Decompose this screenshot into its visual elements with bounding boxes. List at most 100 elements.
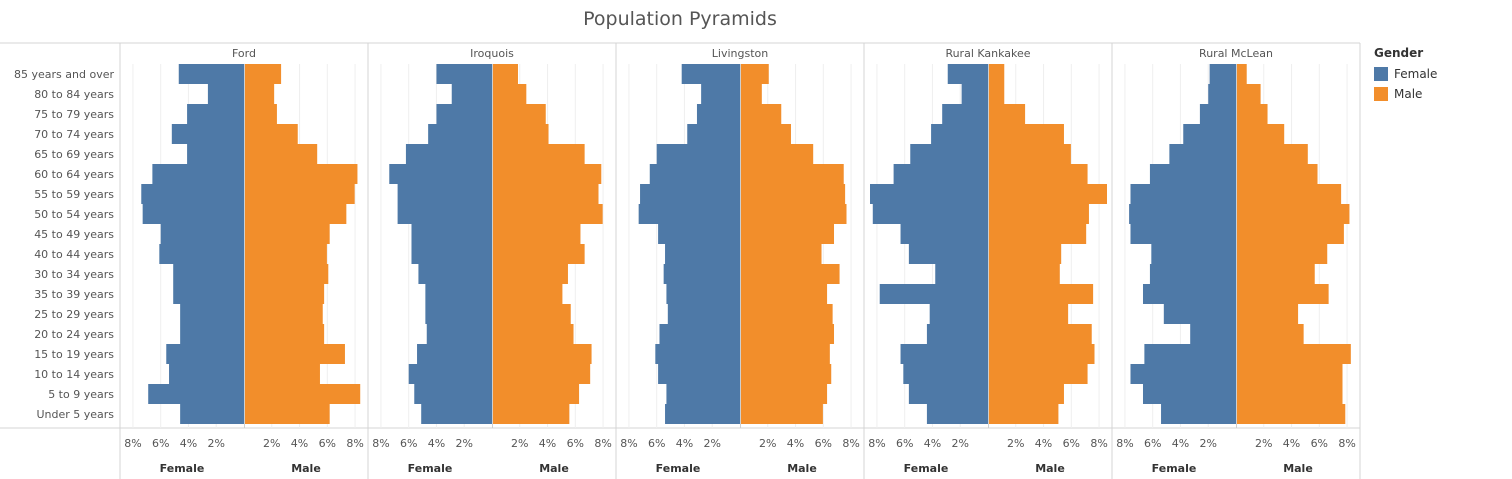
bar-female [180,324,244,344]
tick-label: 4% [539,437,556,450]
bar-male [245,264,329,284]
tick-label: 6% [400,437,417,450]
bar-male [989,204,1089,224]
bar-male [1237,204,1350,224]
bar-female [411,244,492,264]
bar-female [663,264,740,284]
bar-female [1161,404,1236,424]
bar-female [1130,224,1236,244]
bar-female [152,164,244,184]
bar-male [741,104,782,124]
legend-title: Gender [1374,46,1424,60]
bar-male [493,164,602,184]
panel-header: Rural Kankakee [945,47,1030,60]
tick-label: 8% [124,437,141,450]
bar-female [908,244,988,264]
bar-female [1169,144,1236,164]
bar-male [989,124,1064,144]
bar-female [681,64,740,84]
bar-female [173,284,244,304]
bar-male [989,344,1095,364]
bar-female [436,64,492,84]
tick-label: 6% [896,437,913,450]
bar-female [159,244,244,264]
legend: Gender Female Male [1374,46,1437,104]
bar-female [1142,284,1236,304]
legend-item-female[interactable]: Female [1374,64,1437,84]
tick-label: 2% [1255,437,1272,450]
bar-female [1149,264,1236,284]
bar-female [687,124,740,144]
bar-male [1237,84,1261,104]
axis-label-male: Male [539,462,569,475]
tick-label: 8% [346,437,363,450]
bar-male [1237,184,1342,204]
bar-male [989,324,1092,344]
bar-female [701,84,740,104]
axis-label-female: Female [904,462,949,475]
bar-female [908,384,988,404]
bar-male [989,404,1059,424]
bar-male [493,364,591,384]
bar-male [741,384,828,404]
bar-female [872,204,988,224]
category-label: 60 to 64 years [34,168,114,181]
panel-header: Iroquois [470,47,514,60]
bar-male [493,324,574,344]
bar-female [436,104,492,124]
bar-male [245,184,355,204]
bar-male [1237,164,1318,184]
bar-male [245,144,318,164]
category-label: 75 to 79 years [34,108,114,121]
bar-male [741,204,847,224]
bar-male [245,224,330,244]
bar-female [451,84,492,104]
bar-female [1129,204,1236,224]
bar-male [1237,264,1315,284]
bar-female [180,404,244,424]
bar-male [741,264,840,284]
bar-male [1237,404,1346,424]
bar-male [245,124,298,144]
bar-male [493,224,581,244]
bar-male [493,184,599,204]
category-label: 65 to 69 years [34,148,114,161]
axis-label-male: Male [1283,462,1313,475]
bar-male [245,104,277,124]
bar-female [1208,84,1236,104]
tick-label: 2% [704,437,721,450]
bar-female [961,84,988,104]
legend-swatch-female [1374,67,1388,81]
bar-female [893,164,988,184]
bar-male [741,244,822,264]
bar-female [173,264,244,284]
bar-male [989,104,1026,124]
bar-male [989,184,1107,204]
legend-item-male[interactable]: Male [1374,84,1437,104]
bar-female [659,324,740,344]
bar-female [1151,244,1236,264]
bar-female [169,364,244,384]
bar-female [666,384,740,404]
bar-female [1142,384,1236,404]
category-label: 15 to 19 years [34,348,114,361]
category-label: 10 to 14 years [34,368,114,381]
tick-label: 4% [291,437,308,450]
bar-male [989,84,1005,104]
bar-female [1149,164,1236,184]
bar-male [245,384,361,404]
bar-female [207,84,244,104]
bar-male [989,244,1062,264]
bar-female [417,344,492,364]
tick-label: 6% [567,437,584,450]
bar-male [1237,64,1247,84]
bar-female [640,184,740,204]
bar-male [493,304,571,324]
bar-male [245,164,358,184]
bar-male [1237,144,1308,164]
category-label: 35 to 39 years [34,288,114,301]
bar-male [741,164,844,184]
tick-label: 2% [456,437,473,450]
category-label: Under 5 years [36,408,114,421]
